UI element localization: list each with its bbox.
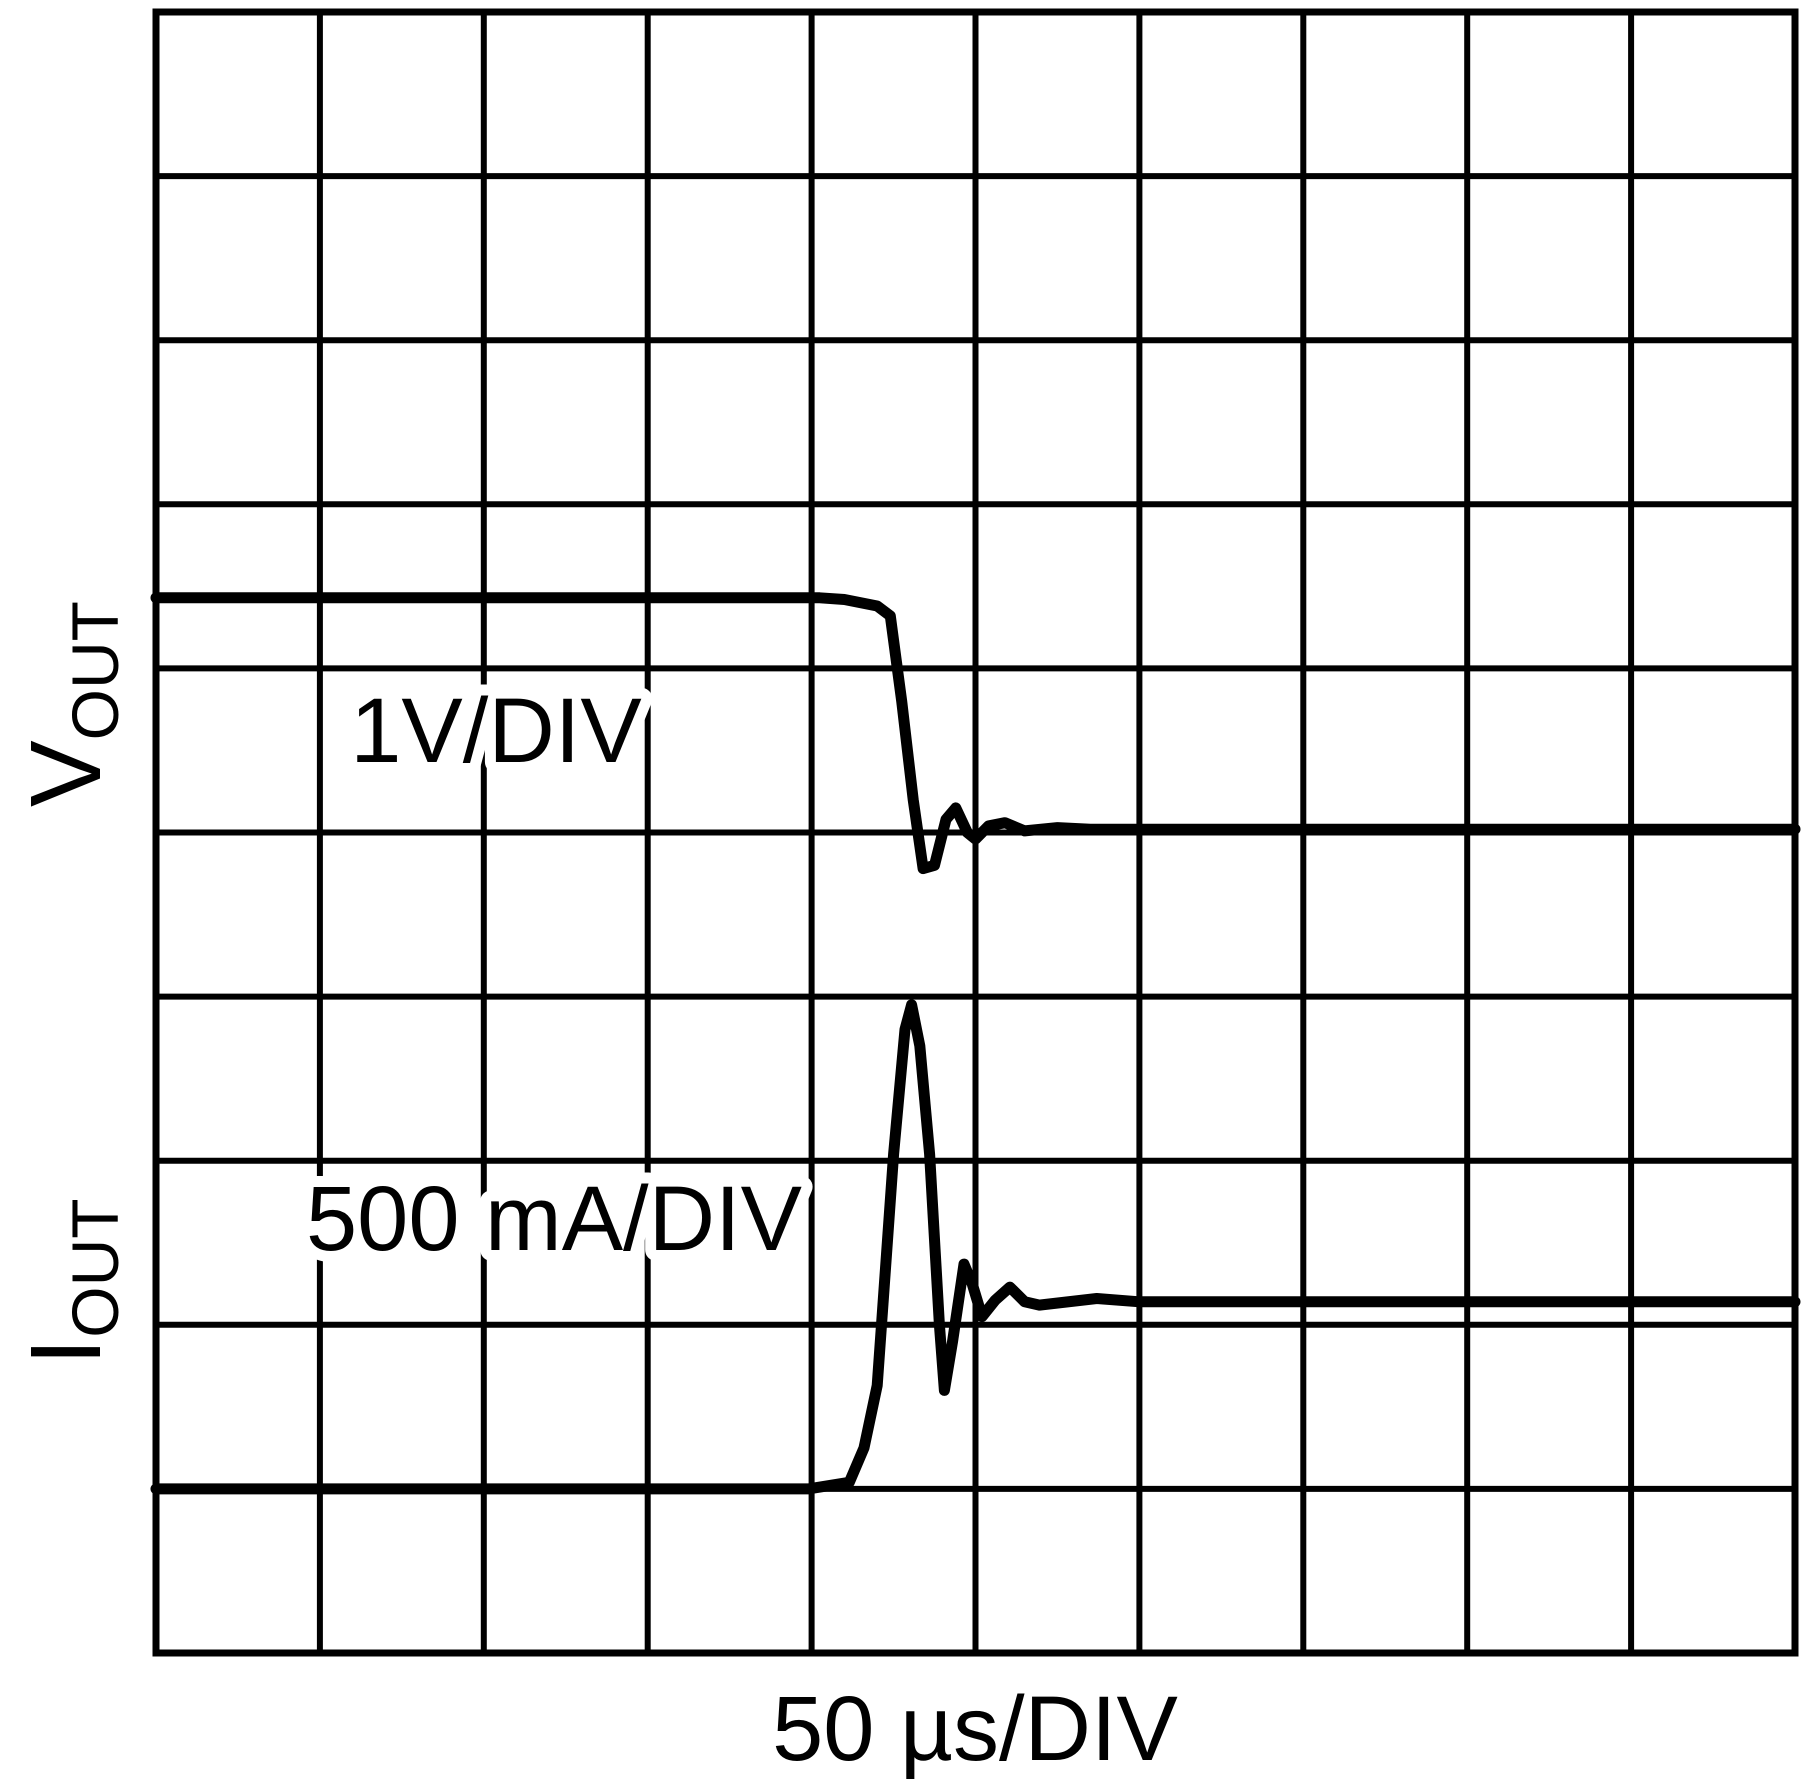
x-axis-label: 50 µs/DIV xyxy=(772,1678,1178,1780)
scale-label: 500 mA/DIV xyxy=(306,1168,802,1270)
channel-label-main: V xyxy=(10,740,122,807)
channel-label: VOUT xyxy=(10,601,132,807)
channel-label-sub: OUT xyxy=(58,601,132,740)
series-line xyxy=(150,999,1801,1495)
channel-label: IOUT xyxy=(10,1198,132,1365)
channel-label-main: I xyxy=(10,1338,122,1366)
channel-label-sub: OUT xyxy=(58,1198,132,1337)
series-line xyxy=(150,592,1801,875)
scale-label: 1V/DIV xyxy=(350,680,641,782)
